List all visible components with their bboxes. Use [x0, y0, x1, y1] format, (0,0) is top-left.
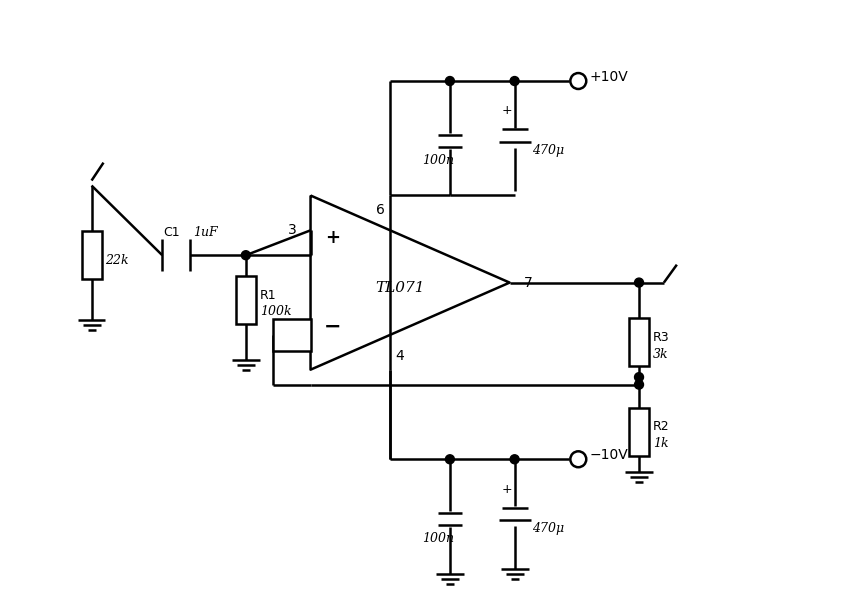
FancyBboxPatch shape	[629, 318, 649, 366]
Text: 100n: 100n	[422, 154, 454, 167]
Text: 3k: 3k	[653, 348, 669, 361]
Text: 100k: 100k	[259, 305, 291, 318]
Text: 2: 2	[288, 328, 297, 342]
Text: +10V: +10V	[589, 70, 628, 84]
Text: 7: 7	[524, 276, 532, 290]
Text: 100n: 100n	[422, 532, 454, 545]
Text: −: −	[324, 317, 342, 337]
Circle shape	[634, 373, 644, 382]
Text: 2: 2	[274, 328, 283, 342]
Text: −: −	[287, 326, 302, 344]
Text: −10V: −10V	[589, 448, 628, 462]
Text: +: +	[502, 104, 512, 117]
FancyBboxPatch shape	[81, 231, 102, 279]
Text: R2: R2	[653, 420, 669, 433]
Text: 6: 6	[377, 203, 385, 217]
Text: 22k: 22k	[105, 253, 129, 267]
Circle shape	[510, 455, 519, 464]
Text: C1: C1	[163, 226, 180, 239]
Text: +: +	[325, 229, 340, 247]
Circle shape	[241, 251, 250, 259]
Text: +: +	[502, 483, 512, 495]
Circle shape	[445, 455, 455, 464]
Text: 3: 3	[288, 223, 297, 237]
FancyBboxPatch shape	[236, 276, 256, 324]
Text: TL071: TL071	[376, 281, 425, 294]
Circle shape	[570, 73, 586, 89]
Text: 470μ: 470μ	[532, 144, 565, 157]
Circle shape	[445, 76, 455, 85]
FancyBboxPatch shape	[273, 319, 311, 351]
Text: 1uF: 1uF	[193, 226, 217, 239]
Text: R1: R1	[259, 288, 276, 302]
Text: 470μ: 470μ	[532, 523, 565, 535]
Circle shape	[634, 278, 644, 287]
Text: R3: R3	[653, 331, 669, 344]
Circle shape	[510, 76, 519, 85]
Text: 1k: 1k	[653, 437, 669, 450]
Circle shape	[570, 452, 586, 467]
Circle shape	[634, 380, 644, 389]
Text: 4: 4	[395, 349, 404, 363]
FancyBboxPatch shape	[629, 408, 649, 456]
